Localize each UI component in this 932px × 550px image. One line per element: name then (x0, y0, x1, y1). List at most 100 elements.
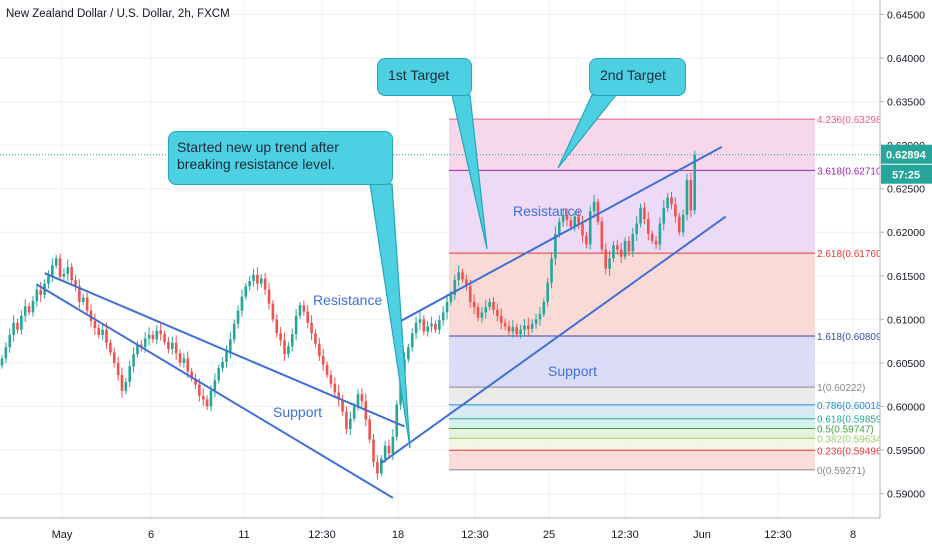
candle-body-32 (124, 382, 128, 391)
annotation-resistance-falling: Resistance (313, 292, 382, 308)
candle-body-82 (318, 343, 321, 356)
candle-body-143 (554, 233, 557, 259)
candle-body-149 (577, 216, 580, 224)
candle-body-18 (70, 267, 73, 281)
candle-body-26 (101, 329, 104, 335)
y-tick-label-11: 0.64500 (887, 10, 925, 22)
candle-body-145 (561, 214, 565, 222)
candle-body-141 (546, 282, 549, 302)
candle-body-0 (0, 358, 4, 366)
candle-body-25 (97, 328, 101, 335)
candle-body-35 (136, 344, 139, 355)
y-tick-label-3: 0.60500 (887, 358, 925, 370)
candle-body-92 (356, 394, 360, 407)
candle-body-45 (174, 342, 178, 354)
candle-body-31 (120, 375, 124, 391)
candle-body-21 (81, 297, 85, 302)
candle-body-24 (93, 321, 97, 329)
candle-body-89 (345, 411, 348, 430)
candle-body-101 (391, 436, 395, 454)
candle-body-4 (16, 322, 19, 330)
candle-body-155 (600, 221, 604, 250)
candle-body-177 (685, 179, 689, 215)
candle-body-70 (271, 303, 275, 320)
candle-body-20 (78, 286, 81, 302)
x-tick-label-6: 25 (543, 529, 555, 541)
candle-body-108 (418, 319, 422, 323)
candle-body-97 (376, 462, 379, 474)
fib-level-label-2: 2.618(0.61760) (817, 249, 885, 260)
candle-body-65 (252, 274, 255, 281)
candle-body-17 (66, 267, 70, 275)
candle-body-153 (592, 201, 596, 212)
fib-level-label-6: 0.618(0.59859) (817, 415, 885, 426)
y-tick-label-5: 0.61500 (887, 271, 925, 283)
fib-level-label-5: 0.786(0.60018) (817, 401, 885, 412)
candle-body-62 (240, 296, 244, 311)
candle-body-118 (457, 272, 460, 281)
candle-body-162 (627, 240, 631, 252)
chart-title: New Zealand Dollar / U.S. Dollar, 2h, FX… (6, 8, 230, 20)
candle-body-120 (465, 279, 468, 287)
y-tick-label-2: 0.60000 (887, 401, 925, 413)
candle-body-123 (476, 307, 480, 318)
falling-channel-resistance (44, 272, 405, 428)
candle-body-138 (534, 319, 538, 324)
candle-body-139 (538, 314, 542, 320)
x-tick-label-2: 11 (238, 529, 249, 541)
candle-body-34 (132, 354, 135, 367)
price-badge-label: 0.62894 (886, 150, 927, 162)
y-tick-label-7: 0.62500 (887, 184, 925, 196)
candle-body-36 (140, 344, 143, 348)
candle-body-37 (143, 338, 147, 348)
candle-body-15 (58, 258, 62, 277)
candle-body-132 (511, 327, 515, 332)
candle-body-117 (453, 280, 457, 295)
candle-body-114 (441, 312, 445, 321)
callout-pointers (369, 94, 618, 449)
fib-zone-3 (449, 335, 815, 388)
candle-body-48 (186, 358, 190, 372)
candle-body-160 (619, 249, 623, 257)
candle-body-130 (503, 322, 507, 327)
candle-body-113 (438, 320, 441, 330)
candle-body-19 (74, 280, 77, 287)
candle-body-74 (287, 346, 290, 355)
candle-body-129 (499, 315, 503, 323)
callout-breakout: Started new up trend after breaking resi… (168, 131, 393, 185)
candle-body-47 (182, 358, 186, 363)
candle-body-6 (23, 306, 27, 316)
candle-body-52 (201, 395, 205, 400)
candle-body-98 (379, 458, 383, 474)
countdown-badge-label: 57:25 (892, 170, 920, 182)
candle-body-63 (244, 286, 248, 297)
candle-body-159 (616, 245, 619, 250)
fib-level-label-0: 4.236(0.63298) (817, 115, 885, 126)
candle-body-29 (112, 352, 116, 363)
candle-body-88 (341, 399, 344, 412)
fib-zone-6 (449, 418, 815, 429)
candle-body-49 (190, 371, 193, 379)
fib-zone-8 (449, 438, 815, 451)
candle-body-78 (302, 305, 306, 312)
callout-breakout-text: Started new up trend after breaking resi… (177, 139, 339, 172)
candle-body-30 (116, 362, 120, 376)
y-tick-label-10: 0.64000 (887, 53, 925, 65)
candle-body-91 (352, 406, 356, 419)
candle-body-121 (468, 286, 472, 302)
candle-body-61 (236, 310, 240, 324)
rising-channel-support (380, 215, 727, 464)
fib-zone-2 (449, 253, 815, 336)
candle-body-80 (310, 322, 313, 334)
candle-body-3 (12, 322, 15, 335)
fib-level-label-4: 1(0.60222) (817, 383, 865, 394)
y-tick-label-4: 0.61000 (887, 314, 925, 326)
candle-body-174 (674, 204, 677, 217)
candle-body-157 (608, 258, 611, 269)
candle-body-136 (527, 325, 530, 329)
candle-body-81 (314, 333, 317, 344)
annotations: Resistance Support Resistance Support (273, 203, 597, 420)
y-axis-bg (880, 0, 932, 550)
